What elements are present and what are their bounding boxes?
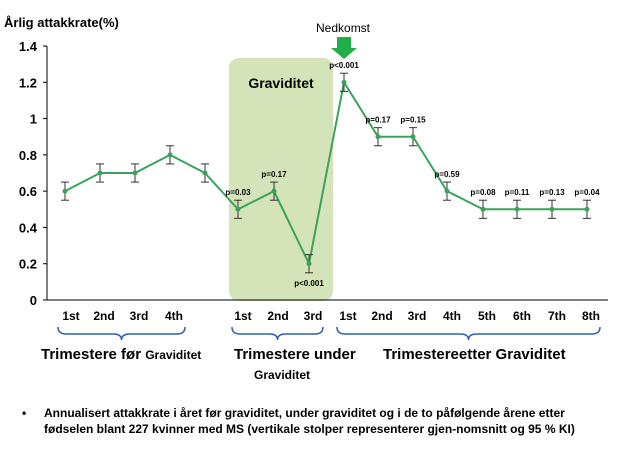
data-point [202,170,208,176]
x-tick-label: 2nd [93,309,114,323]
p-value-label: p<0.001 [329,61,359,70]
y-tick-label: 0.6 [19,184,37,199]
x-tick-label: 4th [165,309,183,323]
group-label-before: Trimestere før Graviditet [41,346,201,363]
y-tick-label: 1.4 [19,39,38,54]
x-tick-label: 3rd [130,309,149,323]
pregnancy-region-label: Graviditet [248,75,314,91]
data-point [97,170,103,176]
axes: 0 0.2 0.4 0.6 0.8 1 1.2 1.4 1st 2nd 3rd 4th 1st 2nd 3r… [19,39,608,323]
footnote-bullet: • [22,406,27,420]
group-before-main: Trimestere før [41,346,142,363]
footnote-text: Annualisert attakkrate i året før gravid… [44,406,575,436]
x-tick-label: 1st [339,309,356,323]
x-tick-label: 5th [478,309,496,323]
data-point [514,206,520,212]
p-value-label: p=0.11 [505,188,530,197]
data-point [235,206,241,212]
y-tick-label: 0.2 [19,257,37,272]
x-tick-label: 2nd [371,309,392,323]
x-tick-label: 3rd [304,309,323,323]
data-point [62,188,68,194]
x-tick-label: 4th [443,309,461,323]
data-point [132,170,138,176]
p-value-label: p=0.15 [400,116,426,125]
data-point [444,188,450,194]
data-point [167,152,173,158]
delivery-label: Nedkomst [316,21,371,35]
p-value-label: p=0.08 [470,188,496,197]
group-label-during: Trimestere under [234,346,356,363]
y-axis-label: Årlig attakkrate(%) [4,15,119,30]
y-tick-label: 1 [30,112,37,127]
data-point [549,206,555,212]
x-tick-label: 3rd [408,309,427,323]
x-tick-label: 1st [234,309,251,323]
p-value-label: p=0.13 [539,188,565,197]
data-point [341,79,347,85]
series-line: p=0.03 p=0.17 p<0.001 p<0.001 p=0.17 p=0.15 p=… [61,61,600,288]
p-value-label: p=0.03 [225,188,251,197]
data-point [410,134,416,140]
group-braces [57,326,601,341]
x-tick-label: 7th [548,309,566,323]
group-label-during-second: Graviditet [254,368,311,382]
brace-during [231,326,324,341]
footnote: • Annualisert attakkrate i året før grav… [22,405,612,437]
data-point [480,206,486,212]
y-tick-label: 0.4 [19,220,38,235]
p-value-label: p=0.59 [434,170,460,179]
p-value-label: p<0.001 [294,279,324,288]
group-before-small: Graviditet [145,348,202,362]
p-value-label: p=0.04 [574,188,600,197]
p-value-label: p=0.17 [365,116,391,125]
group-label-after: Trimestereetter Graviditet [383,346,566,363]
x-tick-label: 6th [513,309,531,323]
data-point [584,206,590,212]
y-tick-label: 0 [30,293,37,308]
p-value-label: p=0.17 [261,170,287,179]
brace-after [336,326,601,341]
x-tick-label: 2nd [267,309,288,323]
y-tick-label: 0.8 [19,148,37,163]
delivery-arrow [331,37,357,59]
series-polyline [64,79,587,267]
data-point [271,188,277,194]
x-tick-label: 8th [582,309,600,323]
data-point [375,134,381,140]
x-tick-label: 1st [62,309,79,323]
y-tick-label: 1.2 [19,75,37,90]
data-point [306,261,312,267]
brace-before [57,326,186,341]
pregnancy-shaded-region [229,58,333,301]
